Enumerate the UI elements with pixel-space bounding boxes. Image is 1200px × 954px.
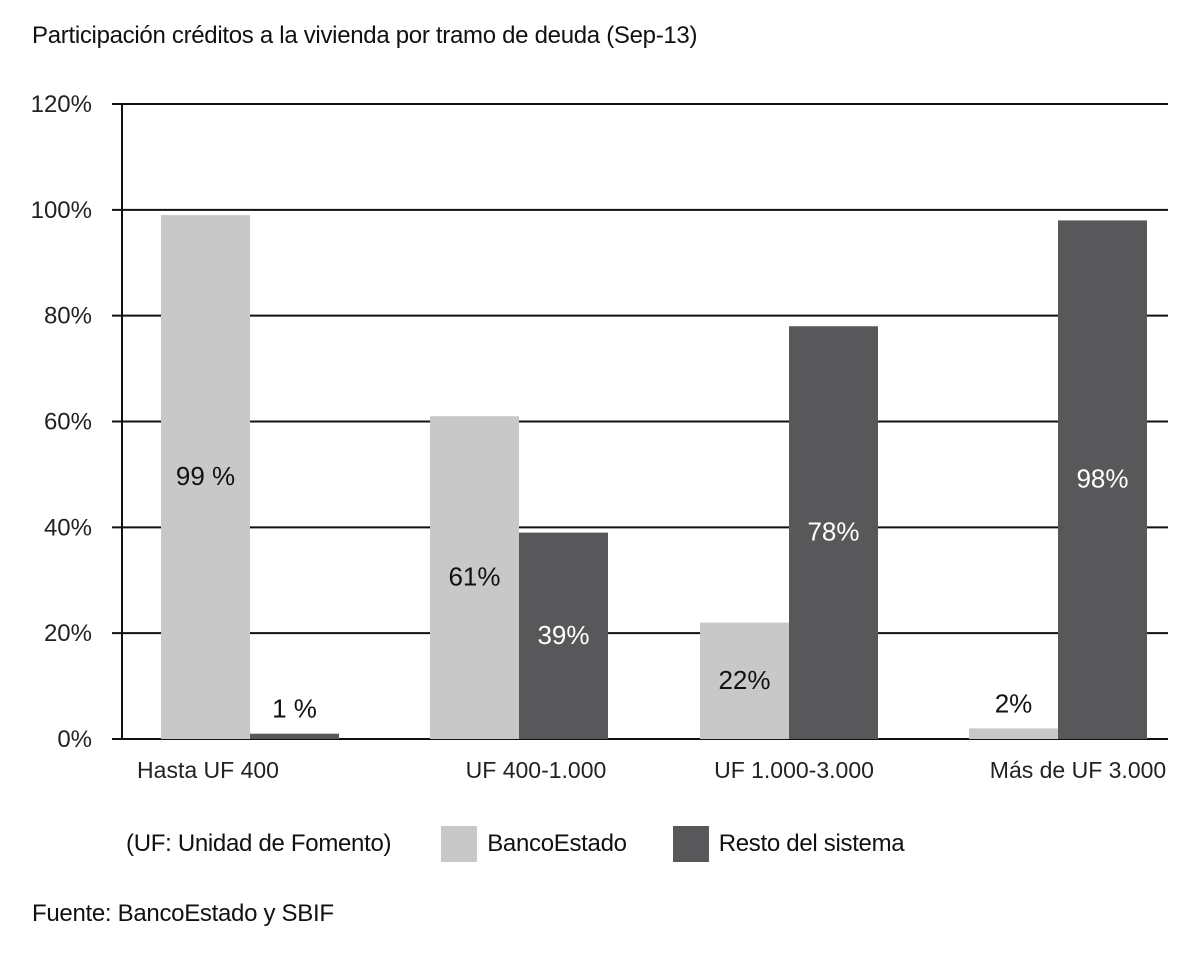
legend-item-resto: Resto del sistema — [672, 826, 905, 862]
y-tick-label: 80% — [44, 303, 92, 330]
bar-resto-1 — [519, 532, 608, 739]
data-label: 22% — [718, 665, 770, 695]
bar-resto-0 — [250, 733, 339, 739]
bar-bancoestado-2 — [700, 622, 789, 739]
legend-label-resto: Resto del sistema — [718, 830, 905, 857]
legend: (UF: Unidad de Fomento) BancoEstado Rest… — [126, 824, 950, 864]
y-tick-label: 20% — [44, 620, 92, 647]
chart-title: Participación créditos a la vivienda por… — [32, 22, 698, 49]
x-category-label: Más de UF 3.000 — [990, 757, 1166, 783]
y-tick-label: 100% — [31, 197, 92, 224]
y-tick-label: 60% — [44, 409, 92, 436]
data-label: 78% — [807, 517, 859, 547]
data-label: 99 % — [176, 461, 235, 491]
legend-note: (UF: Unidad de Fomento) — [126, 830, 392, 857]
y-tick-label: 40% — [44, 514, 92, 541]
bar-resto-2 — [789, 326, 878, 739]
bar-bancoestado-3 — [969, 728, 1058, 739]
data-label: 61% — [448, 562, 500, 592]
legend-swatch-bancoestado — [441, 826, 478, 862]
x-category-label: Hasta UF 400 — [137, 757, 279, 783]
legend-item-bancoestado: BancoEstado — [441, 826, 627, 862]
bar-bancoestado-0 — [161, 215, 250, 739]
data-label: 39% — [537, 620, 589, 650]
bar-bancoestado-1 — [430, 416, 519, 739]
data-label: 2% — [995, 688, 1033, 718]
x-category-label: UF 1.000-3.000 — [714, 757, 874, 783]
bar-resto-3 — [1058, 220, 1147, 739]
data-label: 98% — [1076, 464, 1128, 494]
y-tick-label: 0% — [57, 726, 92, 753]
legend-label-bancoestado: BancoEstado — [487, 830, 627, 857]
data-label: 1 % — [272, 694, 317, 724]
x-category-label: UF 400-1.000 — [466, 757, 607, 783]
source-note: Fuente: BancoEstado y SBIF — [32, 900, 334, 927]
legend-swatch-resto — [672, 826, 709, 862]
y-tick-label: 120% — [31, 91, 92, 118]
